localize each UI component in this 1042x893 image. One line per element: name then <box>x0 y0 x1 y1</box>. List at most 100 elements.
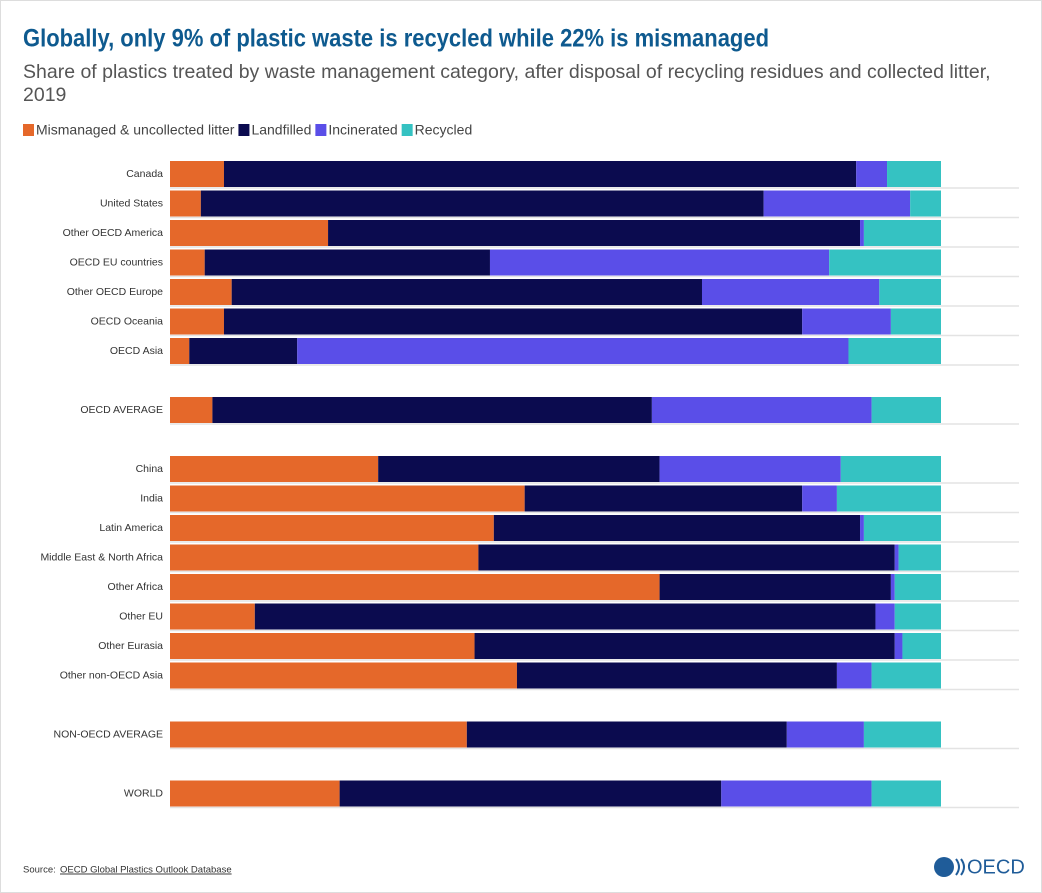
bar-segment <box>863 515 941 541</box>
bar-segment <box>887 161 941 187</box>
bar-segment <box>474 633 895 659</box>
legend-swatch <box>401 124 413 136</box>
bar-segment <box>466 721 787 748</box>
bar-segment <box>871 397 941 423</box>
bar-segment <box>840 456 941 482</box>
legend-swatch <box>315 124 327 136</box>
bar-segment <box>378 456 660 482</box>
legend-label: Incinerated <box>328 122 397 138</box>
bar-segment <box>170 721 467 748</box>
bar-segment <box>829 249 941 276</box>
bar-segment <box>701 279 880 305</box>
bar-segment <box>170 780 340 807</box>
y-tick-label: Other Africa <box>108 581 164 593</box>
bar-segment <box>894 574 941 600</box>
logo-globe <box>934 857 954 877</box>
legend-label: Recycled <box>415 122 473 138</box>
bar-segment <box>879 279 941 305</box>
bar-segment <box>170 249 205 276</box>
bar-segment <box>170 397 213 423</box>
chart-subtitle: Share of plastics treated by waste manag… <box>23 61 991 106</box>
y-tick-label: India <box>140 492 163 504</box>
bar-segment <box>223 308 803 335</box>
bar-segment <box>516 662 837 689</box>
bar-segment <box>894 603 941 630</box>
bar-segment <box>200 190 764 217</box>
bar-segment <box>254 603 876 630</box>
bar-segment <box>659 456 841 482</box>
bar-segment <box>297 338 849 364</box>
bar-segment <box>763 190 911 217</box>
legend-label: Landfilled <box>251 122 311 138</box>
y-tick-label: OECD AVERAGE <box>80 404 163 416</box>
y-tick-label: OECD Asia <box>110 345 163 357</box>
bar-segment <box>890 308 941 335</box>
bar-segment <box>170 220 329 246</box>
bar-segment <box>894 544 899 571</box>
bar-segment <box>170 485 525 512</box>
bar-segment <box>170 190 201 217</box>
bar-segment <box>478 544 895 571</box>
bar-segment <box>339 780 722 807</box>
y-tick-label: Other OECD Europe <box>67 286 163 298</box>
bar-segment <box>170 633 475 659</box>
bar-segment <box>170 515 494 541</box>
bar-segment <box>659 574 891 600</box>
bar-segment <box>802 308 891 335</box>
logo-text: OECD <box>967 856 1025 878</box>
bar-segment <box>848 338 941 364</box>
y-tick-label: Other EU <box>119 610 163 622</box>
y-tick-label: Canada <box>126 168 163 180</box>
bar-segment <box>890 574 895 600</box>
y-tick-label: WORLD <box>124 787 164 799</box>
source-link[interactable]: OECD Global Plastics Outlook Database <box>60 865 232 876</box>
bar-segment <box>493 515 861 541</box>
bar-segment <box>170 544 479 571</box>
legend-label: Mismanaged & uncollected litter <box>36 122 235 138</box>
bar-segment <box>170 161 224 187</box>
y-tick-label: Other non-OECD Asia <box>60 669 163 681</box>
chart-title: Globally, only 9% of plastic waste is re… <box>23 25 769 53</box>
bar-segment <box>721 780 872 807</box>
y-tick-label: Other Eurasia <box>98 640 163 652</box>
bar-segment <box>170 662 517 689</box>
bar-segment <box>802 485 837 512</box>
bar-segment <box>871 780 941 807</box>
bar-segment <box>170 279 232 305</box>
y-tick-label: OECD EU countries <box>70 256 163 268</box>
bar-segment <box>836 662 872 689</box>
bar-segment <box>524 485 803 512</box>
bar-segment <box>863 220 941 246</box>
bar-segment <box>902 633 941 659</box>
bar-segment <box>189 338 298 364</box>
y-tick-label: Latin America <box>99 522 163 534</box>
source-label: Source: <box>23 865 56 876</box>
bar-segment <box>170 456 379 482</box>
bar-segment <box>223 161 857 187</box>
bar-segment <box>836 485 941 512</box>
bar-segment <box>212 397 652 423</box>
y-tick-label: China <box>136 463 164 475</box>
bar-segment <box>328 220 861 246</box>
legend-swatch <box>23 124 34 136</box>
bar-segment <box>860 220 864 246</box>
bar-segment <box>898 544 941 571</box>
bar-segment <box>170 574 660 600</box>
bar-segment <box>875 603 895 630</box>
bar-segment <box>170 338 190 364</box>
bar-segment <box>170 308 224 335</box>
bar-segment <box>231 279 702 305</box>
y-tick-label: Other OECD America <box>63 227 164 239</box>
y-tick-label: United States <box>100 197 163 209</box>
bar-segment <box>170 603 255 630</box>
bar-segment <box>204 249 490 276</box>
legend-swatch <box>238 124 250 136</box>
y-tick-label: Middle East & North Africa <box>40 551 163 563</box>
bar-segment <box>863 721 941 748</box>
bar-segment <box>910 190 941 217</box>
bar-segment <box>871 662 941 689</box>
bar-segment <box>489 249 830 276</box>
bar-segment <box>894 633 903 659</box>
